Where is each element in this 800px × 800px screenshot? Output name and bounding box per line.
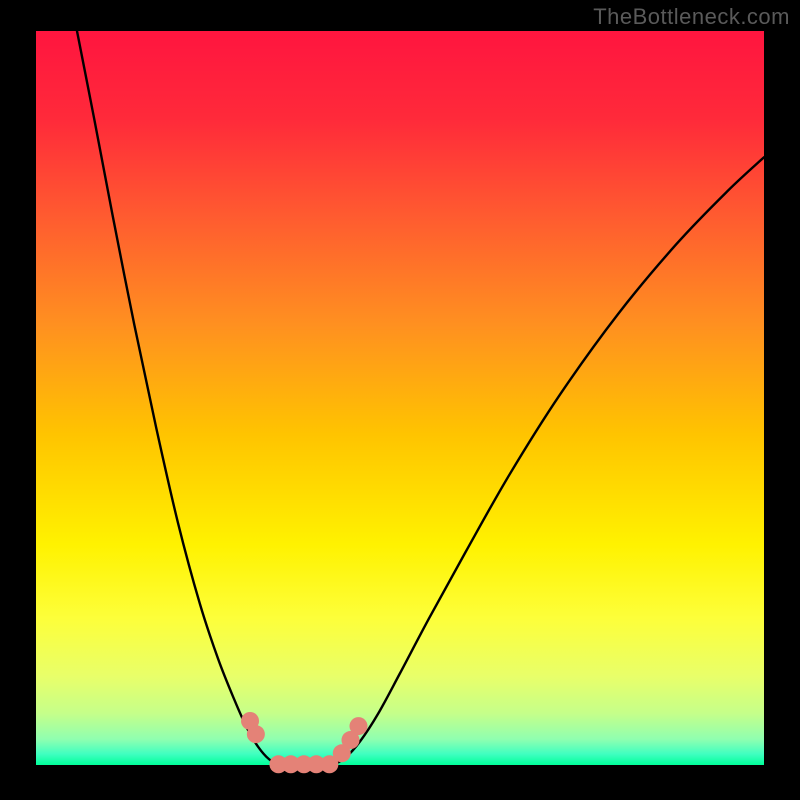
marker-point: [247, 725, 265, 743]
watermark-text: TheBottleneck.com: [593, 4, 790, 30]
plot-background: [36, 31, 764, 765]
marker-point: [350, 717, 368, 735]
bottleneck-chart: [0, 0, 800, 800]
chart-container: TheBottleneck.com: [0, 0, 800, 800]
